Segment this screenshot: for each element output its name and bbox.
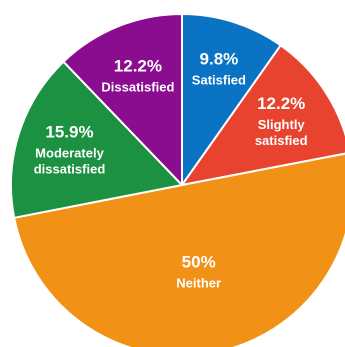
slice-category-label: Moderately bbox=[35, 146, 104, 161]
slice-value-label: 15.9% bbox=[45, 123, 93, 142]
slice-category-label: Dissatisfied bbox=[101, 80, 174, 95]
slice-value-label: 50% bbox=[182, 252, 216, 271]
slice-category-label: Neither bbox=[176, 275, 221, 290]
slice-value-label: 12.2% bbox=[257, 94, 305, 113]
pie-slice-dissatisfied bbox=[62, 13, 183, 186]
slice-category-label: Satisfied bbox=[192, 73, 246, 88]
slice-label-group: 50% Neither bbox=[176, 252, 221, 290]
slice-category-label: dissatisfied bbox=[34, 162, 106, 177]
slice-category-label: Slightly bbox=[258, 117, 306, 132]
slice-category-label: satisfied bbox=[255, 133, 308, 148]
pie-slice-moderately-dissatisfied bbox=[10, 60, 183, 219]
slice-label-group: 12.2% Dissatisfied bbox=[101, 57, 174, 95]
slice-value-label: 12.2% bbox=[114, 57, 162, 76]
slice-value-label: 9.8% bbox=[200, 50, 239, 69]
pie-slice-slightly-satisfied bbox=[181, 44, 345, 186]
slice-label-group: 9.8% Satisfied bbox=[192, 50, 246, 88]
pie-slices bbox=[10, 13, 345, 347]
pie-slice-satisfied bbox=[181, 13, 282, 186]
